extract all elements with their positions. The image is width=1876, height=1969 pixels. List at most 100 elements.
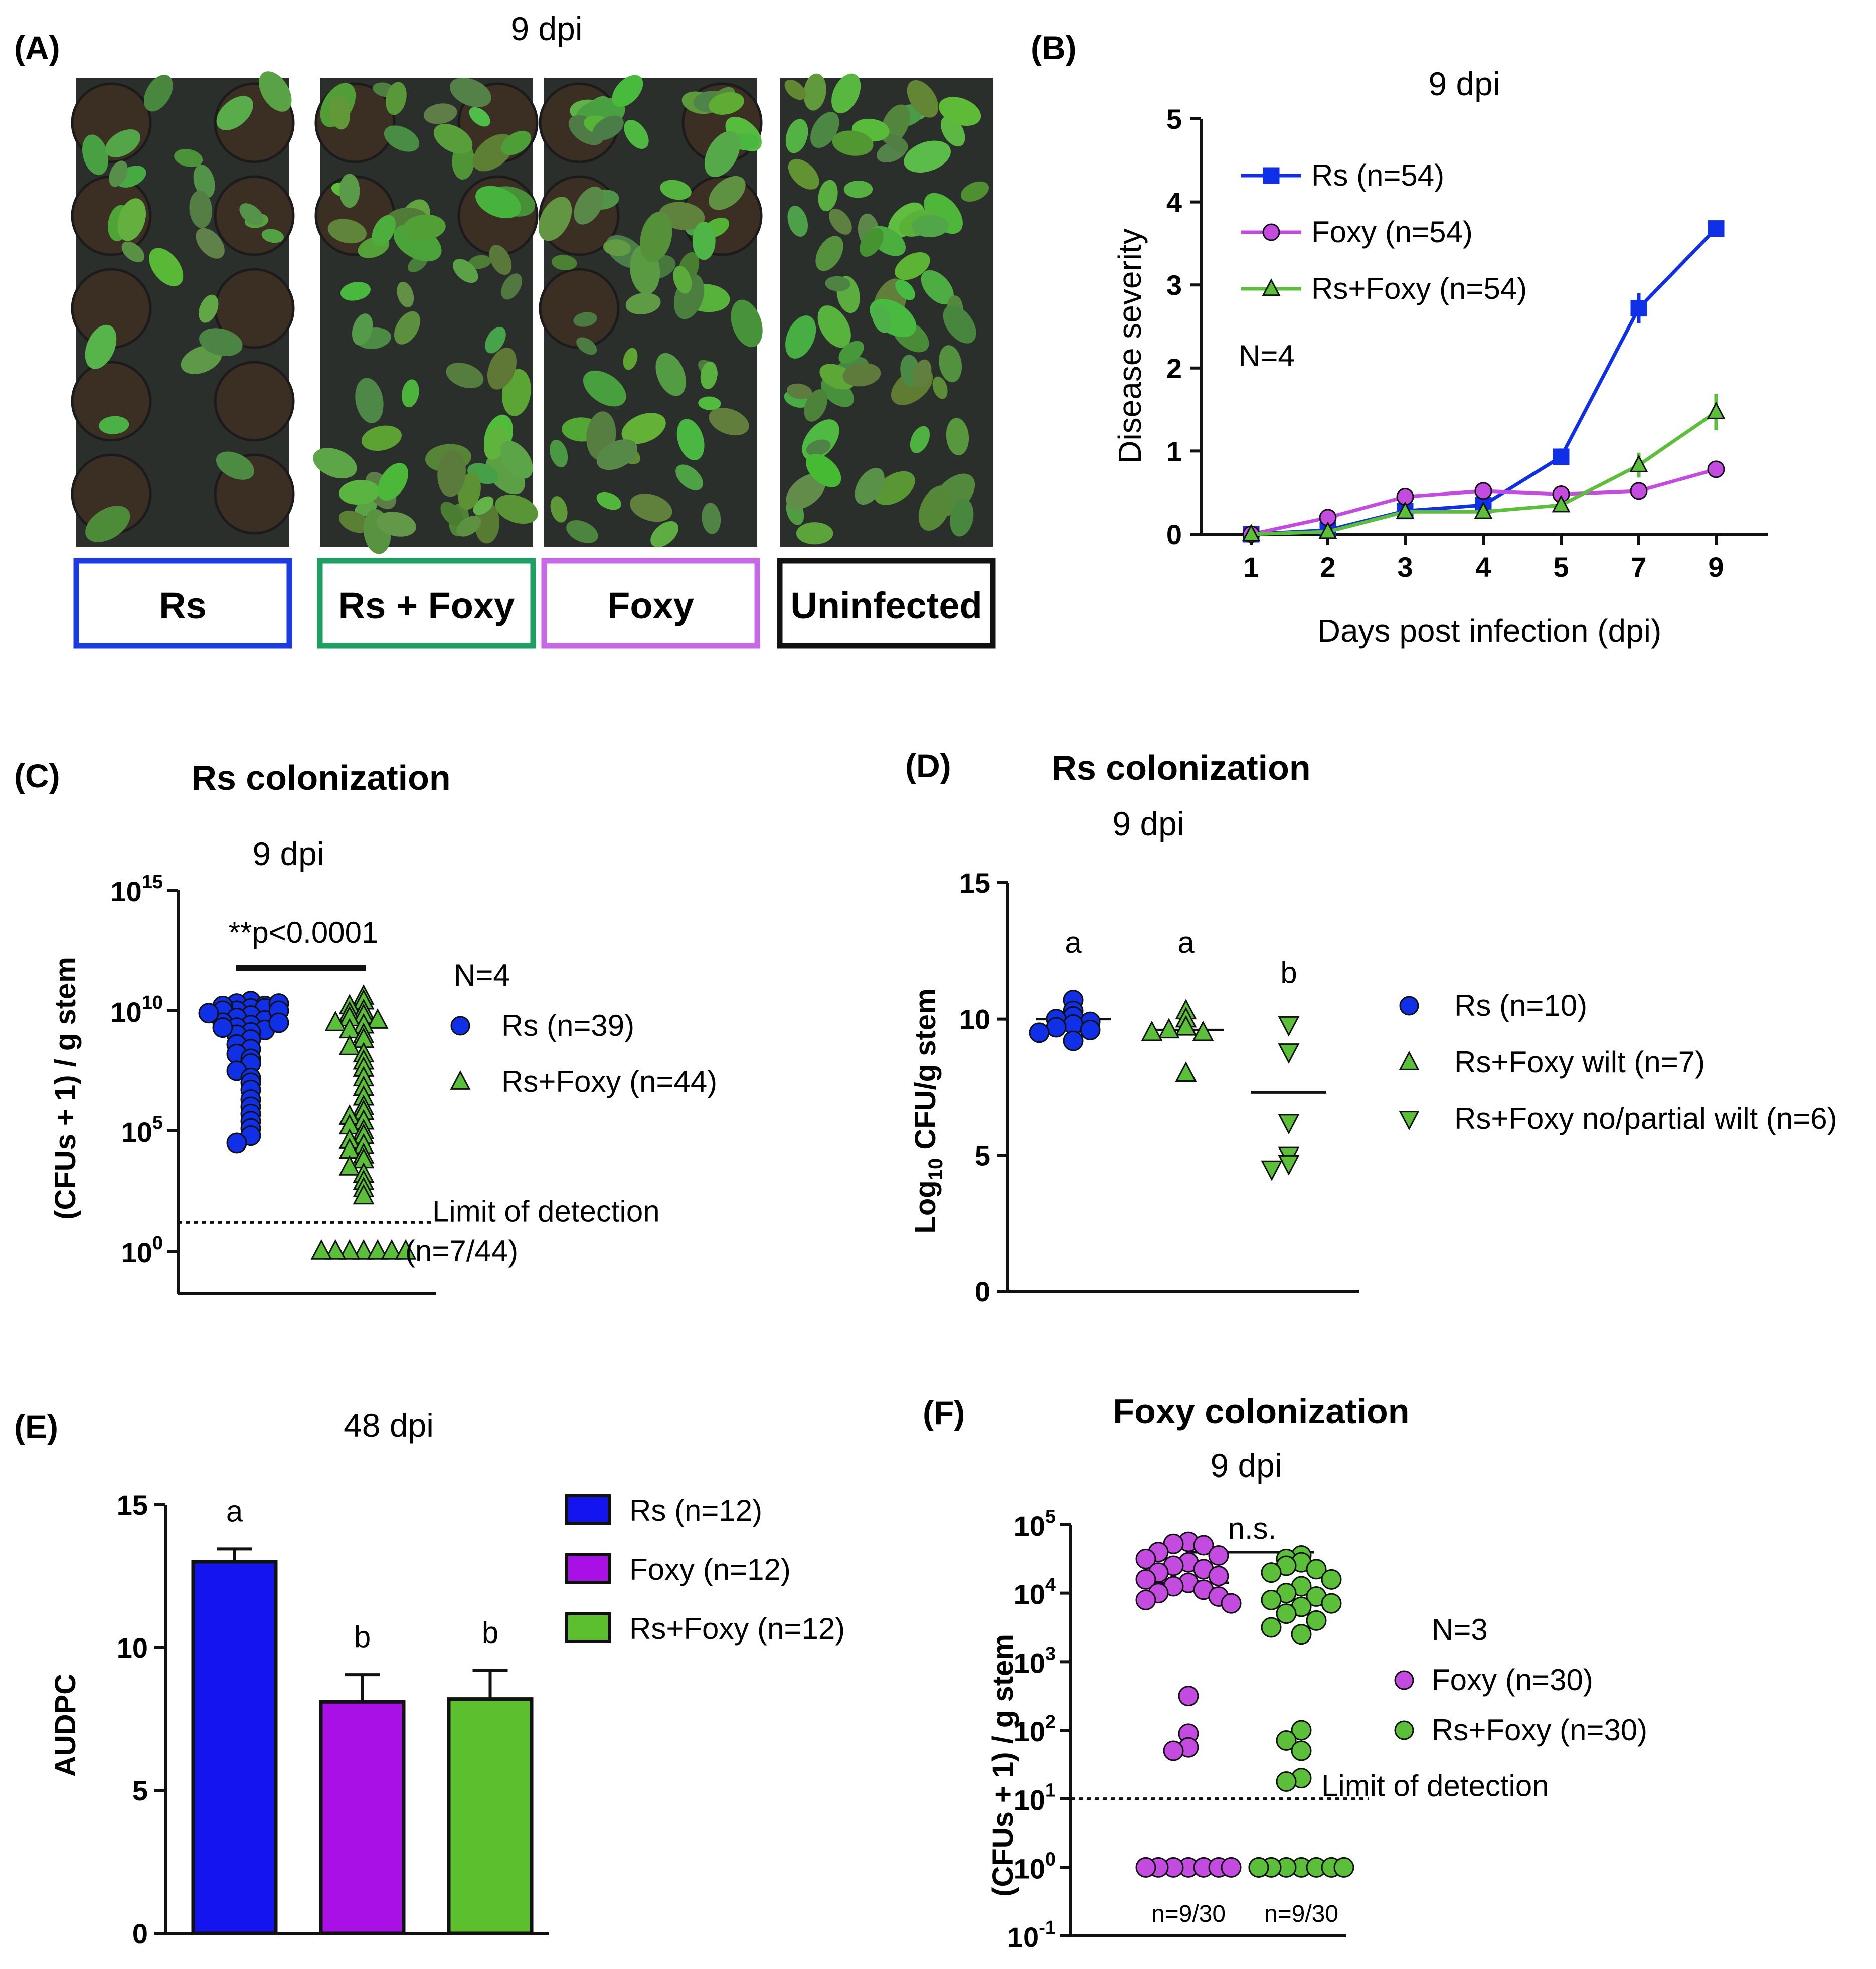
x-tick-label: 9 <box>1708 551 1724 583</box>
y-tick-label: 105 <box>1014 1506 1056 1542</box>
data-point <box>1261 1617 1282 1638</box>
data-point <box>1135 1569 1156 1590</box>
data-point <box>1135 1857 1156 1878</box>
leaf <box>832 130 874 156</box>
significance-label: n.s. <box>1228 1512 1277 1545</box>
leaf <box>239 203 264 226</box>
y-tick-label: 10-1 <box>1007 1917 1056 1953</box>
label-box-3 <box>541 558 760 649</box>
legend-label-1: Rs (n=10) <box>1454 989 1587 1022</box>
data-point <box>1291 1624 1312 1645</box>
series-point <box>1552 495 1571 513</box>
leaf <box>99 416 129 434</box>
legend-marker-2 <box>1394 1720 1414 1740</box>
series-point <box>1707 401 1726 419</box>
leaf <box>787 206 808 237</box>
leaf <box>904 140 951 173</box>
y-tick-label: 15 <box>959 867 990 899</box>
series-point <box>1708 220 1725 237</box>
leaf <box>943 305 976 344</box>
panel-b-plot: 0 1 2 3 4 5 1 2 3 4 5 7 9 Rs (n=54) Foxy (n=54) Rs+Foxy… <box>1166 103 1768 583</box>
panel-f-subtitle: 9 dpi <box>1210 1447 1282 1484</box>
data-point <box>310 1239 332 1260</box>
leaf <box>621 413 666 444</box>
leaf <box>803 73 826 111</box>
legend-label-2: Foxy (n=12) <box>629 1553 791 1586</box>
y-tick-label: 0 <box>975 1276 990 1307</box>
label-box-text-2: Rs + Foxy <box>338 585 515 626</box>
leaf <box>829 208 852 235</box>
leaf <box>550 496 568 523</box>
data-point <box>1029 1022 1050 1043</box>
bar-2 <box>319 1700 406 1935</box>
y-tick-label: 100 <box>1014 1849 1056 1884</box>
data-point <box>353 1184 375 1205</box>
leaf <box>475 186 521 219</box>
legend-label-3: Rs+Foxy (n=12) <box>629 1612 845 1646</box>
panel-a-label: (A) <box>14 29 60 66</box>
legend-label-1: Rs (n=12) <box>629 1494 762 1527</box>
leaf <box>625 292 661 314</box>
legend-marker-1 <box>1399 996 1419 1016</box>
leaf <box>673 266 692 294</box>
plant-photo-3: Foxy <box>538 75 763 649</box>
x-tick-label: 2 <box>1320 551 1335 583</box>
leaf <box>709 92 744 115</box>
leaf <box>453 259 478 283</box>
leaf <box>786 383 812 399</box>
x-tick-label: 4 <box>1475 551 1491 583</box>
legend-marker-1 <box>450 1016 470 1036</box>
leaf <box>838 341 864 364</box>
series-point <box>1396 501 1415 519</box>
data-point <box>1141 1020 1163 1041</box>
leaf <box>355 378 384 423</box>
panel-d-subtitle: 9 dpi <box>1112 805 1184 842</box>
legend-label-2: Rs+Foxy wilt (n=7) <box>1454 1045 1705 1079</box>
y-tick-label: 0 <box>1166 519 1182 550</box>
pot <box>214 361 295 442</box>
data-point <box>1248 1857 1269 1878</box>
leaf <box>538 197 572 241</box>
bar-1 <box>191 1560 278 1935</box>
plant-photo-2: Rs + Foxy <box>313 77 539 649</box>
legend-marker-1 <box>1394 1670 1414 1690</box>
leaf <box>189 190 212 228</box>
panel-e: (E) 48 dpi AUDPC 0 5 10 15 a Rs (n=12) b Foxy (… <box>14 1407 845 1949</box>
leaf <box>149 248 184 286</box>
legend-label-3: Rs+Foxy no/partial wilt (n=6) <box>1454 1102 1837 1135</box>
leaf <box>216 96 253 130</box>
leaf <box>501 131 532 155</box>
leaf <box>352 313 373 346</box>
label-box-text-1: Rs <box>159 585 207 626</box>
leaf <box>806 454 841 487</box>
leaf <box>550 439 568 468</box>
leaf <box>629 494 672 522</box>
significance-letter: a <box>1177 926 1195 959</box>
panel-d: (D) Rs colonization 9 dpi Log10 CFU/g st… <box>905 747 1837 1307</box>
leaf <box>938 97 981 126</box>
leaf <box>469 107 490 127</box>
data-point <box>1175 1061 1197 1082</box>
panel-b-title: 9 dpi <box>1428 65 1500 102</box>
panel-b-label: (B) <box>1031 29 1077 66</box>
leaf <box>495 495 538 524</box>
y-tick-label: 10 <box>959 1004 990 1035</box>
data-point <box>1208 1566 1229 1586</box>
leaf <box>487 348 517 390</box>
leaf <box>199 294 219 323</box>
y-tick-label: 102 <box>1014 1712 1056 1747</box>
leaf <box>85 324 117 369</box>
series-point <box>1630 482 1648 500</box>
leaf <box>338 511 370 533</box>
pot <box>539 268 620 349</box>
leaf <box>918 485 952 531</box>
data-point <box>198 1003 219 1024</box>
leaf <box>199 328 243 356</box>
leaf <box>907 80 939 118</box>
data-point <box>1221 1593 1242 1614</box>
bar-3 <box>447 1697 534 1935</box>
label-box-1 <box>73 558 292 649</box>
panel-d-plot: 0 5 10 15 a Rs (n=10) a Rs+Foxy wilt (n=7) b Rs+F… <box>959 867 1837 1307</box>
y-tick-label: 15 <box>117 1489 148 1521</box>
